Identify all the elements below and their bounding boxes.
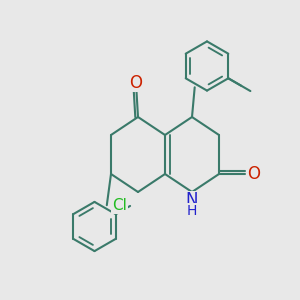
Text: Cl: Cl xyxy=(112,198,127,213)
Text: O: O xyxy=(247,165,260,183)
Text: O: O xyxy=(129,74,142,92)
Text: H: H xyxy=(187,204,197,218)
Text: N: N xyxy=(186,191,198,209)
